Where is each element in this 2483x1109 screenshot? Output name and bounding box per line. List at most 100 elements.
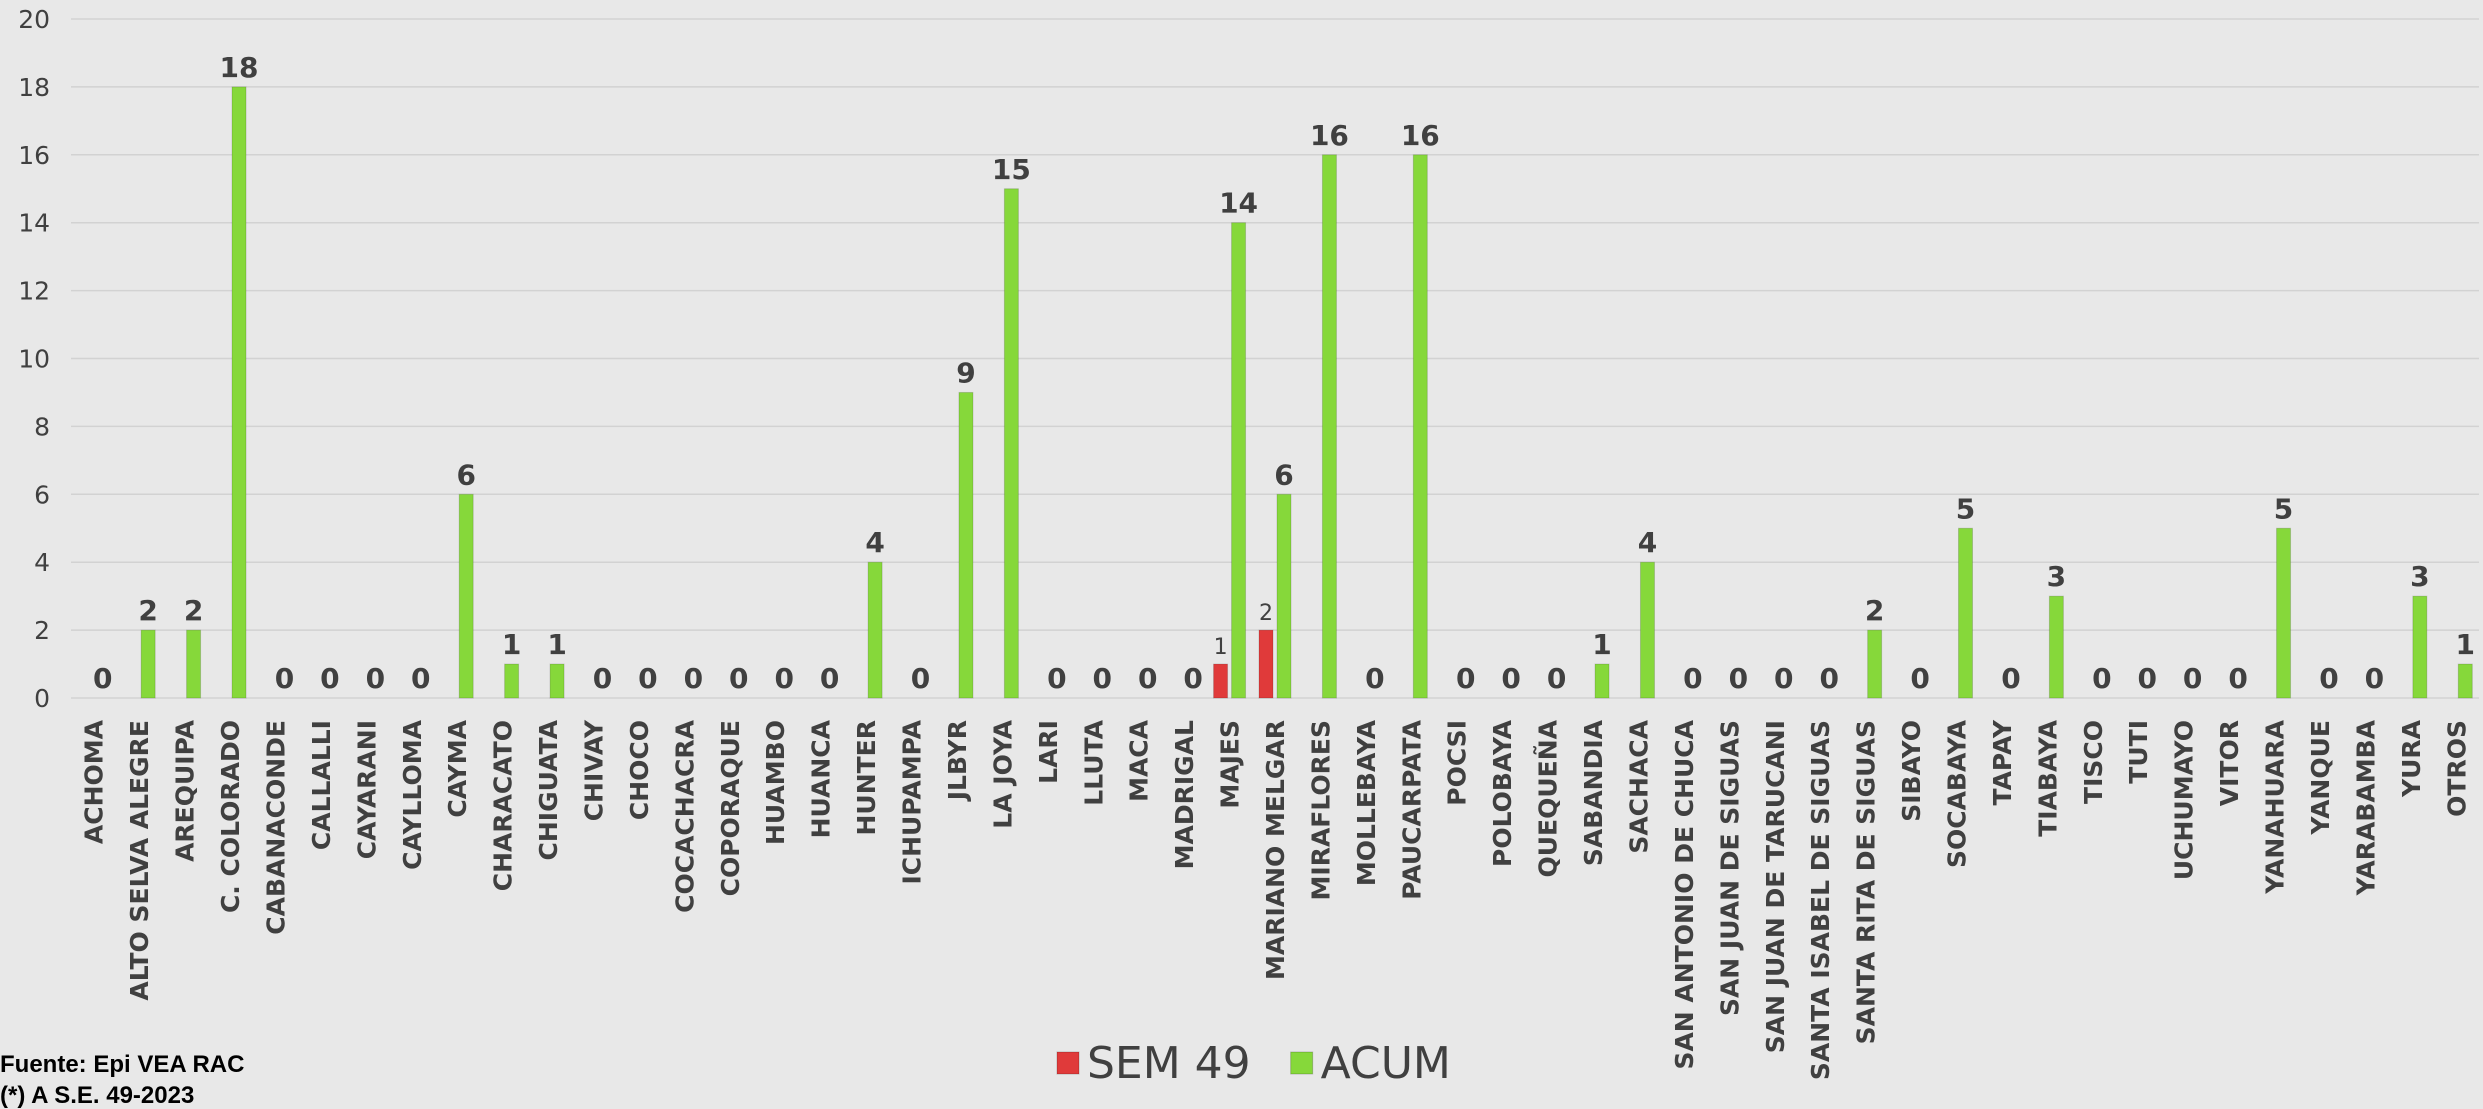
value-label: 3: [2047, 560, 2066, 593]
bar: [1958, 527, 1974, 699]
value-label: 0: [911, 662, 930, 695]
y-tick-label: 4: [34, 548, 50, 577]
x-tick-label: MIRAFLORES: [1306, 720, 1335, 900]
value-label: 9: [956, 356, 975, 389]
legend-label: SEM 49: [1087, 1038, 1251, 1089]
x-tick-label: CHOCO: [625, 720, 654, 820]
value-label: 0: [1183, 662, 1202, 695]
bar: [1003, 188, 1019, 699]
x-tick-label: ACHOMA: [80, 719, 109, 844]
value-label: 14: [1219, 187, 1258, 220]
value-label: 0: [275, 662, 294, 695]
y-tick-label: 2: [34, 616, 50, 645]
value-label: 1: [1592, 628, 1611, 661]
value-label: 2: [1259, 601, 1273, 626]
x-tick-label: CHIVAY: [579, 719, 608, 821]
value-label: 3: [2410, 560, 2429, 593]
bar: [867, 561, 883, 699]
value-label: 6: [1274, 458, 1293, 491]
value-label: 16: [1401, 119, 1440, 152]
x-tick-label: SANTA RITA DE SIGUAS: [1852, 720, 1881, 1044]
value-label: 0: [1456, 662, 1475, 695]
x-tick-label: HUAMBO: [761, 720, 790, 845]
value-label: 6: [456, 458, 475, 491]
legend-swatch: [1056, 1051, 1080, 1075]
x-tick-label: ALTO SELVA ALEGRE: [125, 720, 154, 1001]
x-tick-label: LARI: [1034, 720, 1063, 784]
x-tick-label: CAYARANI: [352, 720, 381, 859]
value-label: 0: [1047, 662, 1066, 695]
bar: [504, 663, 520, 699]
bar: [2457, 663, 2473, 699]
bar: [140, 629, 156, 699]
value-label: 15: [992, 153, 1031, 186]
bar: [1258, 629, 1274, 699]
legend-swatch: [1290, 1051, 1314, 1075]
x-tick-label: YANQUE: [2306, 720, 2335, 836]
y-tick-label: 10: [18, 345, 50, 374]
value-label: 2: [138, 594, 157, 627]
x-tick-label: YURA: [2397, 719, 2426, 798]
value-label: 1: [547, 628, 566, 661]
value-label: 0: [2138, 662, 2157, 695]
bar: [1594, 663, 1610, 699]
value-label: 1: [502, 628, 521, 661]
value-label: 0: [411, 662, 430, 695]
bar: [1639, 561, 1655, 699]
value-label: 0: [2183, 662, 2202, 695]
value-label: 0: [2092, 662, 2111, 695]
x-tick-label: SAN ANTONIO DE CHUCA: [1670, 719, 1699, 1069]
value-label: 0: [2365, 662, 2384, 695]
x-tick-label: SAN JUAN DE SIGUAS: [1715, 720, 1744, 1016]
x-tick-label: MAJES: [1216, 720, 1245, 809]
y-tick-label: 8: [34, 412, 50, 441]
y-tick-label: 0: [34, 684, 50, 713]
value-label: 4: [865, 526, 884, 559]
bar: [1276, 493, 1292, 699]
value-label: 0: [1547, 662, 1566, 695]
x-tick-label: AREQUIPA: [171, 719, 200, 862]
x-tick-label: C. COLORADO: [216, 720, 245, 913]
value-label: 0: [1093, 662, 1112, 695]
x-tick-label: HUNTER: [852, 720, 881, 836]
x-tick-label: CHARACATO: [489, 720, 518, 891]
x-tick-label: CABANACONDE: [261, 720, 290, 935]
source-note: Fuente: Epi VEA RAC: [0, 1051, 244, 1078]
y-tick-label: 6: [34, 480, 50, 509]
y-tick-label: 12: [18, 277, 50, 306]
value-label: 0: [684, 662, 703, 695]
value-label: 0: [820, 662, 839, 695]
x-tick-label: LA JOYA: [988, 719, 1017, 828]
x-tick-label: ICHUPAMPA: [898, 719, 927, 884]
value-label: 0: [774, 662, 793, 695]
value-label: 18: [220, 51, 259, 84]
value-label: 0: [1365, 662, 1384, 695]
legend-label: ACUM: [1321, 1038, 1451, 1089]
value-label: 2: [1865, 594, 1884, 627]
bar: [1412, 154, 1428, 699]
value-label: 1: [2456, 628, 2475, 661]
value-label: 0: [366, 662, 385, 695]
x-tick-label: POLOBAYA: [1488, 719, 1517, 867]
x-tick-label: MOLLEBAYA: [1352, 719, 1381, 886]
bar: [1321, 154, 1337, 699]
value-label: 5: [1956, 492, 1975, 525]
x-tick-label: YANAHUARA: [2261, 719, 2290, 894]
value-label: 4: [1638, 526, 1657, 559]
value-label: 0: [320, 662, 339, 695]
bar: [1867, 629, 1883, 699]
bar: [958, 391, 974, 699]
value-label: 0: [593, 662, 612, 695]
x-tick-label: TAPAY: [1988, 719, 2017, 805]
value-label: 0: [729, 662, 748, 695]
bar: [2412, 595, 2428, 699]
x-tick-label: HUANCA: [807, 719, 836, 838]
x-tick-label: SIBAYO: [1897, 720, 1926, 822]
x-tick-label: SANTA ISABEL DE SIGUAS: [1806, 720, 1835, 1080]
x-tick-label: SAN JUAN DE TARUCANI: [1761, 720, 1790, 1053]
source-note: (*) A S.E. 49-2023: [0, 1082, 194, 1109]
bar: [458, 493, 474, 699]
bar: [549, 663, 565, 699]
x-tick-label: MACA: [1125, 719, 1154, 802]
